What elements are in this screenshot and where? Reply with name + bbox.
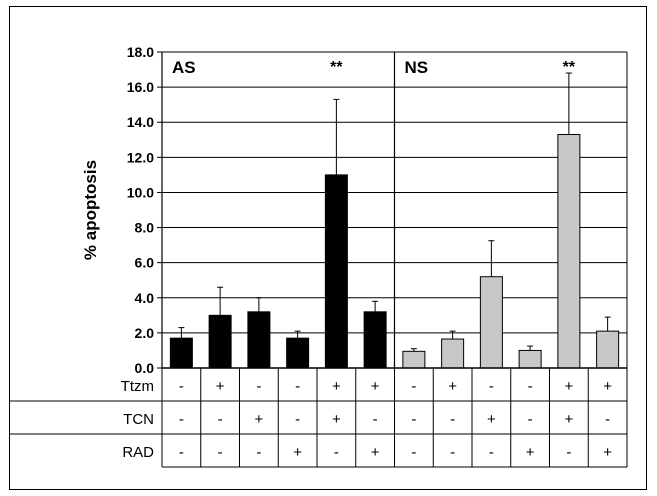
y-tick-label: 12.0 [127,149,154,165]
table-cell: - [218,444,223,461]
table-cell: - [179,444,184,461]
table-cell: - [218,411,223,428]
table-cell: - [295,411,300,428]
table-cell: - [411,444,416,461]
y-tick-label: 10.0 [127,184,154,200]
table-cell: - [411,411,416,428]
bar [247,311,271,369]
bar [518,349,542,369]
bar [557,134,581,369]
bar [324,174,348,369]
table-cell: - [450,444,455,461]
y-tick-label: 0.0 [135,360,155,376]
y-tick-label: 4.0 [135,290,155,306]
y-tick-label: 18.0 [127,44,154,60]
y-axis-label: % apoptosis [81,160,100,260]
table-cell: + [293,444,302,461]
bar [363,311,387,369]
table-cell: - [179,378,184,395]
table-cell: - [256,378,261,395]
table-cell: - [450,411,455,428]
y-tick-label: 2.0 [135,325,155,341]
table-cell: + [487,411,496,428]
y-tick-label: 8.0 [135,220,155,236]
table-cell: + [526,444,535,461]
table-cell: - [489,378,494,395]
table-cell: - [334,444,339,461]
table-cell: - [566,444,571,461]
table-cell: - [179,411,184,428]
bar [286,337,310,369]
table-cell: + [371,378,380,395]
table-cell: + [216,378,225,395]
table-row-label: Ttzm [121,378,154,395]
table-cell: - [411,378,416,395]
bar [441,338,465,369]
significance-marker: ** [563,59,576,76]
table-cell: + [332,378,341,395]
table-cell: + [603,444,612,461]
panel-label: AS [172,58,196,77]
bar [479,276,503,369]
y-tick-label: 16.0 [127,79,154,95]
table-cell: - [528,378,533,395]
table-cell: + [448,378,457,395]
table-cell: + [603,378,612,395]
table-cell: - [489,444,494,461]
table-cell: - [256,444,261,461]
y-tick-label: 6.0 [135,255,155,271]
table-cell: - [605,411,610,428]
bar [208,314,232,369]
table-cell: - [528,411,533,428]
y-tick-label: 14.0 [127,114,154,130]
table-row-label: TCN [123,411,154,428]
table-cell: + [332,411,341,428]
table-cell: + [254,411,263,428]
table-cell: + [564,411,573,428]
bar [402,350,426,369]
table-cell: + [564,378,573,395]
significance-marker: ** [330,59,343,76]
bar [596,330,620,369]
bar [169,337,193,369]
table-row-label: RAD [122,444,154,461]
table-cell: - [295,378,300,395]
table-cell: + [371,444,380,461]
panel-label: NS [405,58,429,77]
table-cell: - [373,411,378,428]
